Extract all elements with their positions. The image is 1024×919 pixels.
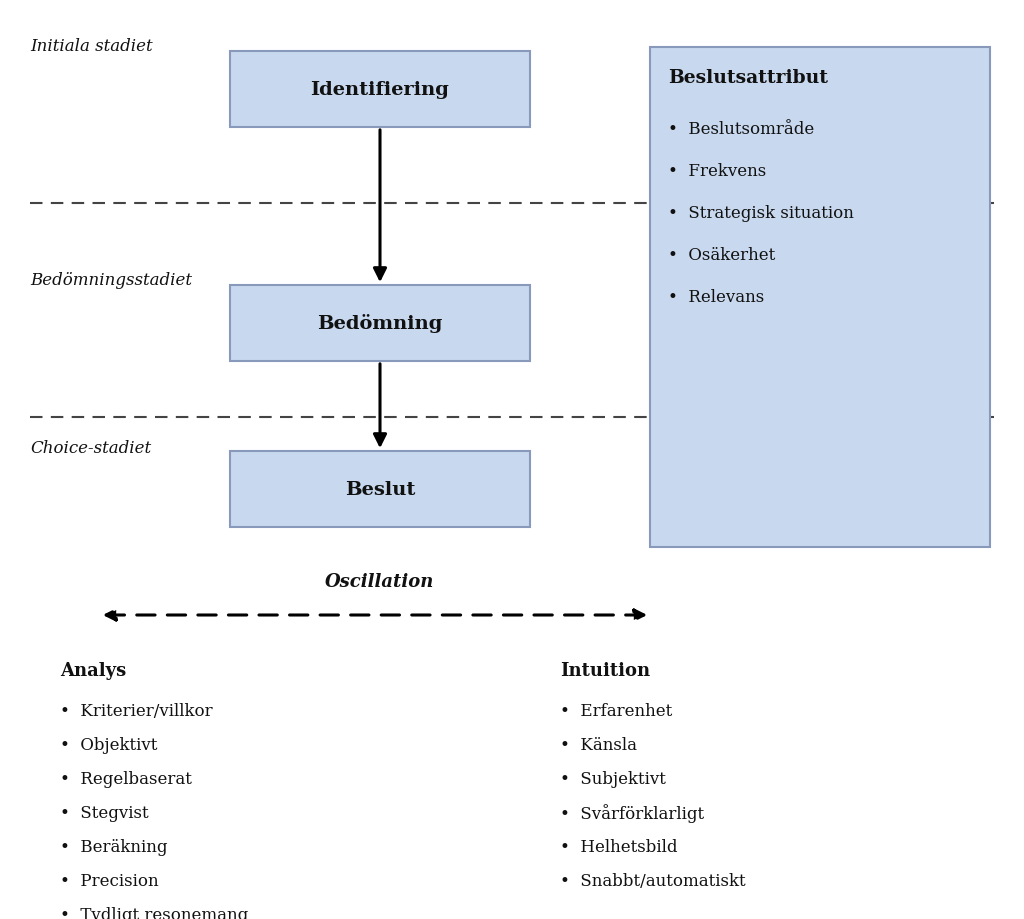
- Text: •  Frekvens: • Frekvens: [668, 164, 766, 180]
- Text: •  Erfarenhet: • Erfarenhet: [560, 703, 672, 720]
- Text: •  Relevans: • Relevans: [668, 289, 764, 306]
- Text: •  Osäkerhet: • Osäkerhet: [668, 247, 775, 265]
- Text: •  Regelbaserat: • Regelbaserat: [60, 771, 191, 788]
- Text: •  Beslutsområde: • Beslutsområde: [668, 121, 814, 139]
- Text: Beslut: Beslut: [345, 481, 415, 498]
- Text: Oscillation: Oscillation: [326, 573, 434, 590]
- Text: Bedömningsstadiet: Bedömningsstadiet: [30, 272, 193, 289]
- FancyBboxPatch shape: [230, 286, 530, 361]
- Text: Initiala stadiet: Initiala stadiet: [30, 38, 153, 55]
- Text: •  Svårförklarligt: • Svårförklarligt: [560, 804, 705, 823]
- Text: Intuition: Intuition: [560, 662, 650, 679]
- Text: •  Känsla: • Känsla: [560, 737, 637, 754]
- Text: •  Strategisk situation: • Strategisk situation: [668, 205, 854, 222]
- Text: •  Stegvist: • Stegvist: [60, 805, 148, 822]
- Text: •  Precision: • Precision: [60, 872, 159, 890]
- FancyBboxPatch shape: [230, 52, 530, 128]
- Text: •  Objektivt: • Objektivt: [60, 737, 158, 754]
- Text: Analys: Analys: [60, 662, 126, 679]
- Text: Choice-stadiet: Choice-stadiet: [30, 439, 152, 457]
- Text: Identifiering: Identifiering: [310, 81, 450, 99]
- Text: •  Kriterier/villkor: • Kriterier/villkor: [60, 703, 213, 720]
- Text: Beslutsattribut: Beslutsattribut: [668, 69, 828, 87]
- Text: Bedömning: Bedömning: [317, 314, 442, 333]
- Text: •  Helhetsbild: • Helhetsbild: [560, 838, 678, 856]
- Text: •  Tydligt resonemang: • Tydligt resonemang: [60, 906, 248, 919]
- Text: •  Snabbt/automatiskt: • Snabbt/automatiskt: [560, 872, 745, 890]
- Text: •  Subjektivt: • Subjektivt: [560, 771, 666, 788]
- FancyBboxPatch shape: [650, 48, 990, 548]
- FancyBboxPatch shape: [230, 451, 530, 528]
- Text: •  Beräkning: • Beräkning: [60, 838, 168, 856]
